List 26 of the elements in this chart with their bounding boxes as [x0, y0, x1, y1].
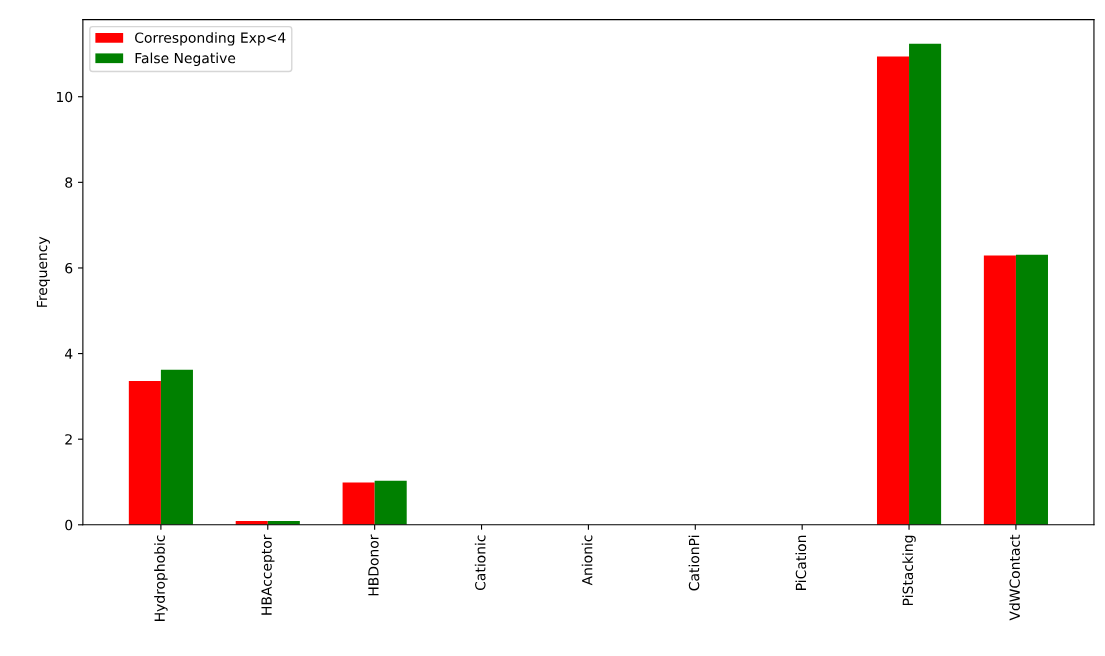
y-tick-label: 0 — [65, 519, 73, 531]
bar — [342, 482, 375, 525]
bar — [909, 43, 942, 525]
x-tick-label: HBAcceptor — [261, 534, 275, 615]
x-tick-label: PiStacking — [902, 535, 916, 606]
bar — [1015, 254, 1048, 525]
bar — [160, 369, 193, 525]
bar — [128, 380, 161, 525]
y-axis-title: Frequency — [36, 236, 50, 307]
y-tick-label: 8 — [65, 177, 73, 188]
x-tick-label: Cationic — [474, 535, 486, 591]
bar — [983, 255, 1016, 525]
bar — [374, 480, 407, 525]
x-tick-label: Anionic — [581, 535, 593, 586]
y-tick-label: 10 — [57, 91, 73, 103]
x-tick-label: VdWContact — [1009, 534, 1020, 621]
y-tick-label: 4 — [65, 348, 73, 359]
y-tick-label: 6 — [65, 262, 73, 274]
bar — [876, 56, 910, 525]
x-tick-label: PiCation — [795, 535, 807, 590]
legend-label: False Negative — [135, 52, 236, 67]
y-tick-label: 2 — [65, 434, 72, 445]
x-tick-label: Hydrophobic — [154, 535, 168, 621]
legend-label: Corresponding Exp<4 — [135, 32, 286, 46]
x-tick-label: CationPi — [688, 535, 700, 591]
x-tick-label: HBDonor — [368, 534, 379, 596]
